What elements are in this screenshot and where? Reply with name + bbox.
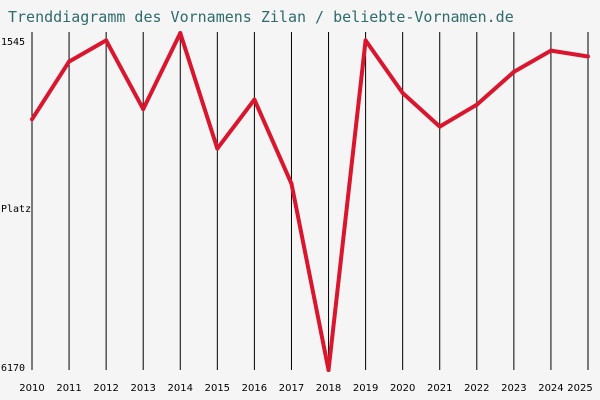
x-tick-2025: 2025	[567, 383, 592, 394]
series-segment-2018-2019	[326, 38, 368, 372]
series-lines	[30, 31, 590, 372]
y-tick-top: 1545	[1, 37, 25, 48]
x-tick-2016: 2016	[242, 383, 267, 394]
x-tick-2022: 2022	[464, 383, 489, 394]
y-axis-label: Platz	[1, 204, 31, 215]
series-segment-2015-2016	[215, 97, 257, 151]
series-segment-2024-2025	[548, 48, 590, 59]
series-segment-2011-2012	[67, 38, 109, 64]
y-tick-bottom: 6170	[1, 363, 25, 374]
series-segment-2016-2017	[252, 97, 294, 186]
x-tick-labels: 2010 2011 2012 2013 2014 2015 2016 2017 2018 2019…	[19, 383, 592, 394]
series-segment-2021-2022	[437, 102, 479, 129]
x-tick-2023: 2023	[501, 383, 526, 394]
chart-title: Trenddiagramm des Vornamens Zilan / beli…	[8, 8, 514, 26]
x-tick-2014: 2014	[168, 383, 193, 394]
x-tick-2024: 2024	[538, 383, 563, 394]
x-tick-2018: 2018	[316, 383, 341, 394]
x-tick-2020: 2020	[390, 383, 415, 394]
series-segment-2010-2011	[30, 59, 72, 122]
series-segment-2022-2023	[474, 69, 516, 107]
x-tick-2010: 2010	[19, 383, 44, 394]
x-tick-2011: 2011	[56, 383, 81, 394]
x-tick-2019: 2019	[353, 383, 378, 394]
series-segment-2012-2013	[104, 38, 146, 112]
x-tick-2013: 2013	[130, 383, 155, 394]
x-tick-2017: 2017	[279, 383, 304, 394]
series-segment-2020-2021	[400, 91, 442, 129]
x-tick-2015: 2015	[205, 383, 230, 394]
vertical-grid	[68, 32, 589, 370]
series-segment-2013-2014	[141, 31, 183, 112]
series-segment-2017-2018	[289, 181, 331, 372]
series-segment-2019-2020	[363, 38, 405, 96]
x-tick-2021: 2021	[427, 383, 452, 394]
x-tick-2012: 2012	[93, 383, 118, 394]
series-segment-2014-2015	[178, 31, 220, 151]
series-segment-2023-2024	[511, 48, 553, 74]
